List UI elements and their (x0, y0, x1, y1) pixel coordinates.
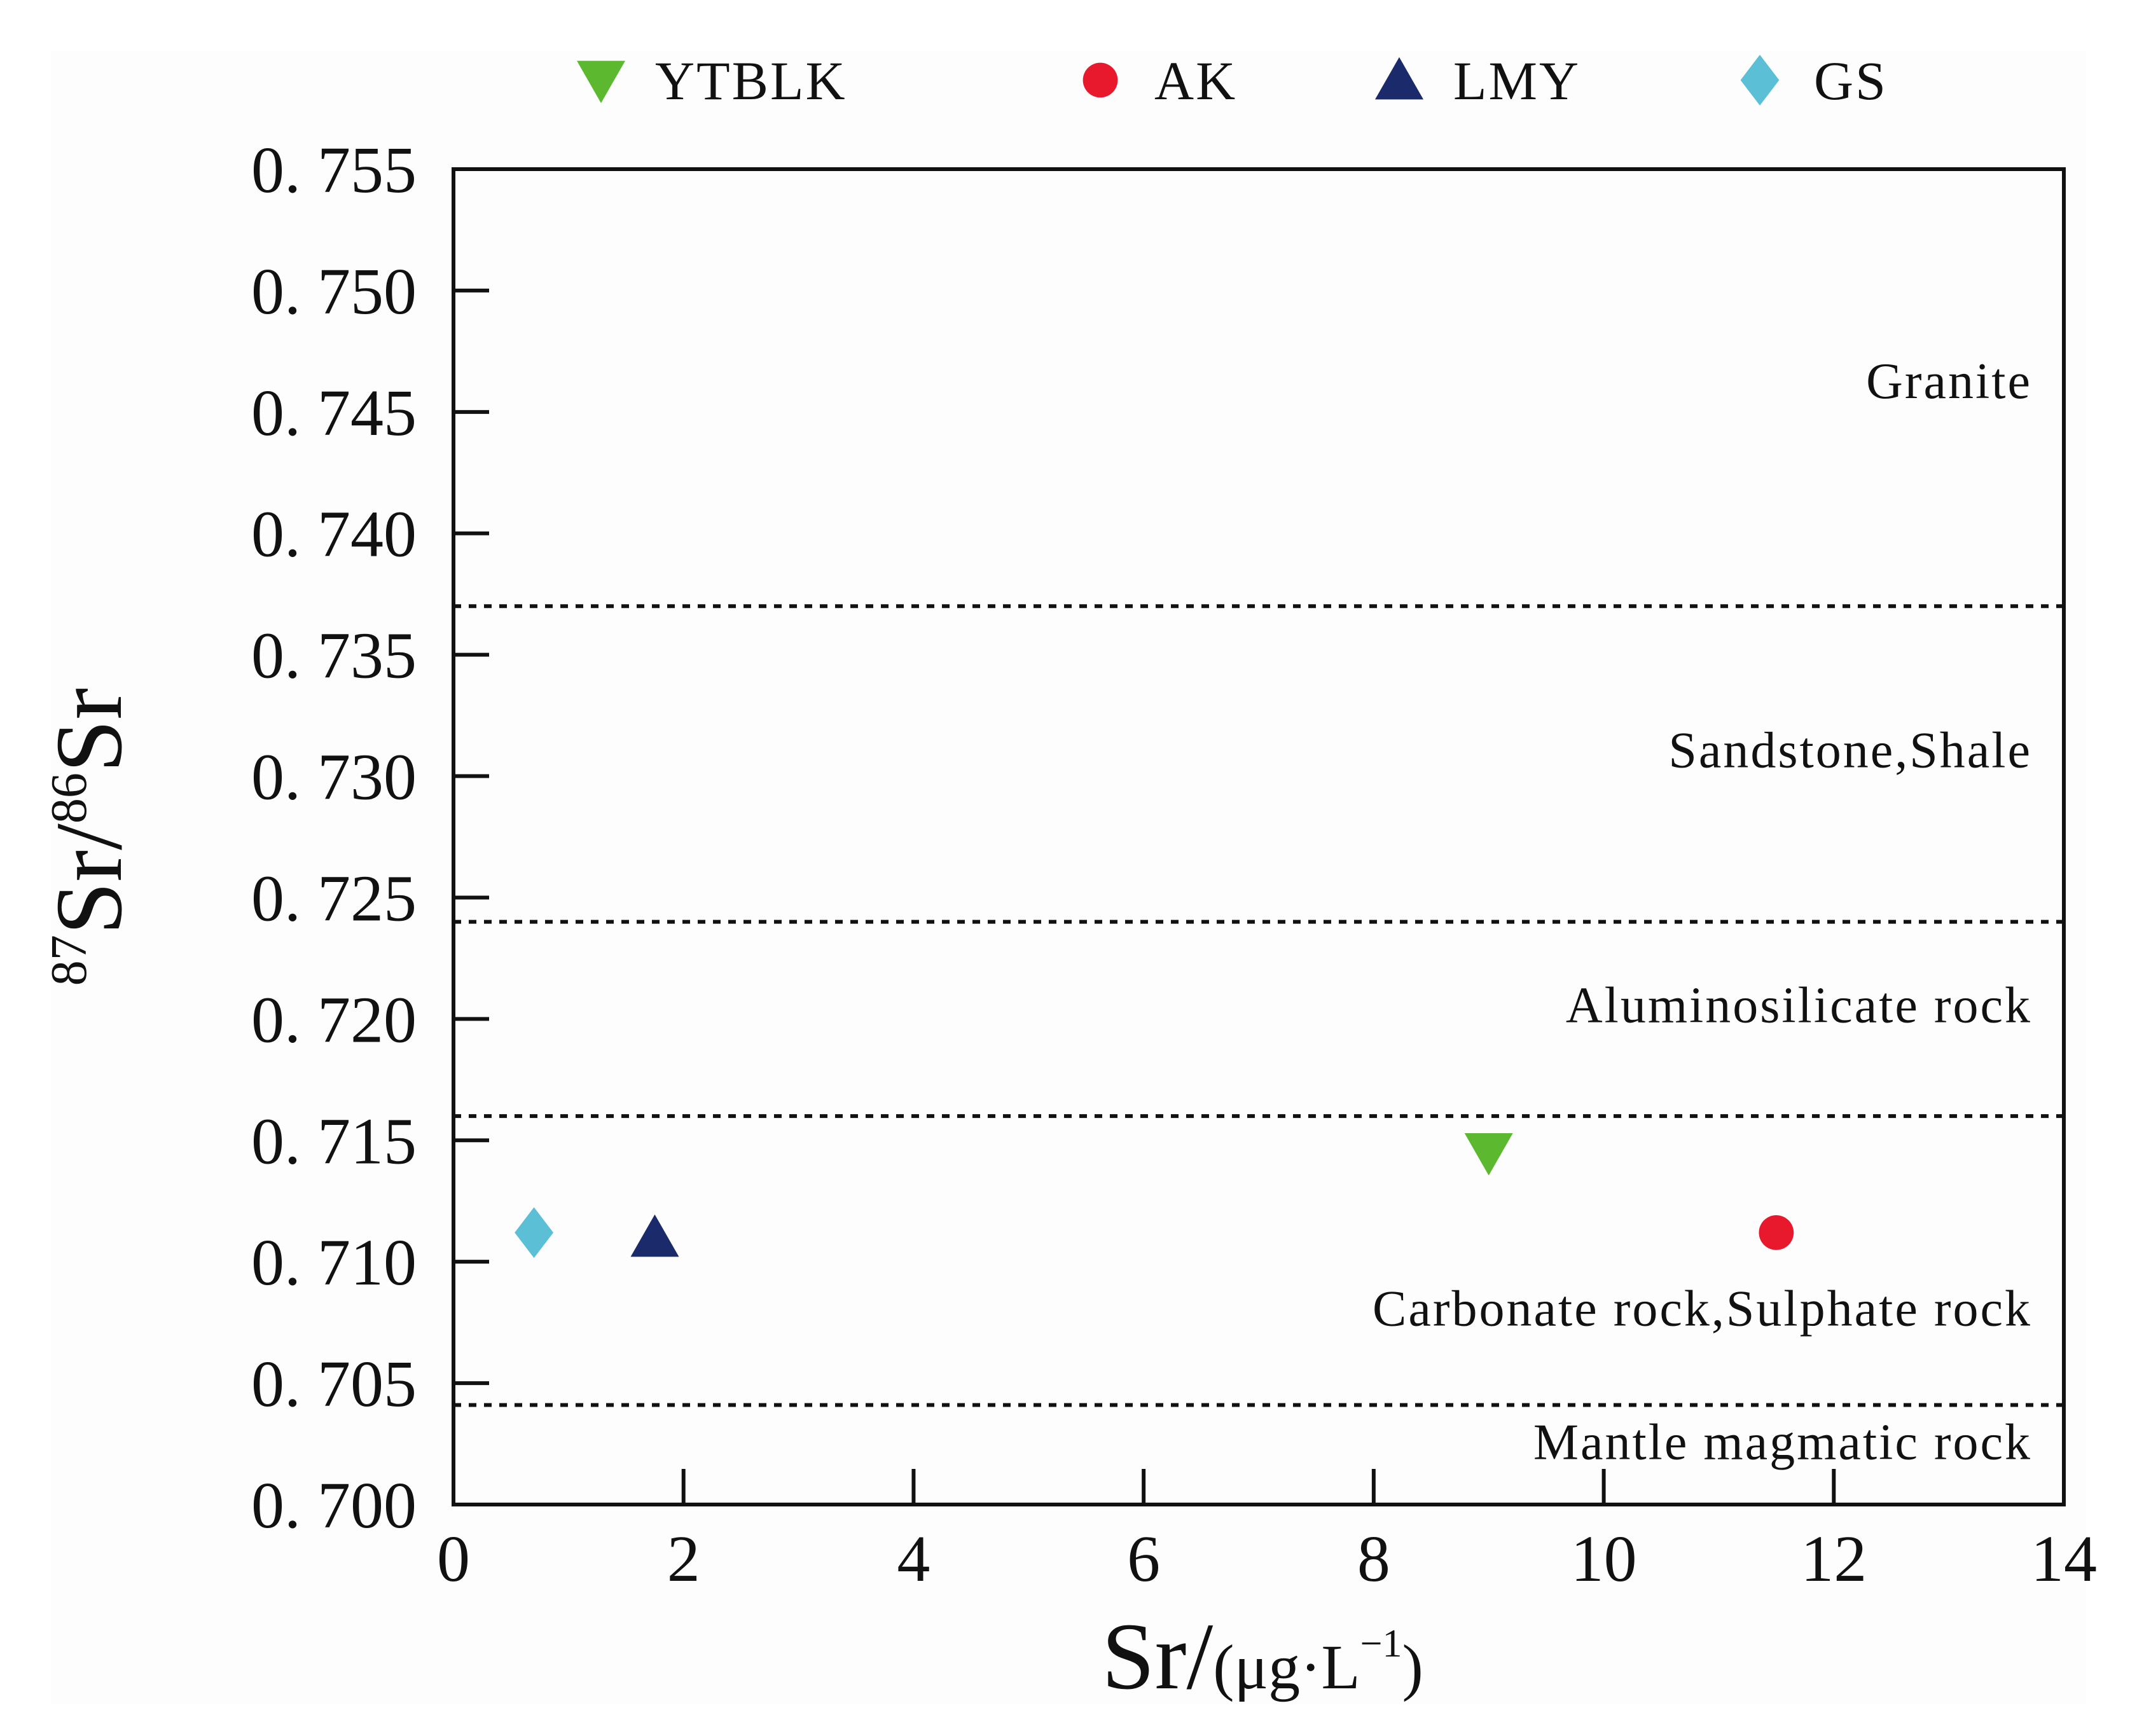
legend-label: LMY (1453, 50, 1580, 111)
y-axis-title-sup-87: 87 (41, 935, 97, 986)
y-tick-label: 0. 720 (251, 983, 417, 1056)
x-axis-title-main: Sr/ (1102, 1604, 1213, 1709)
y-tick-label: 0. 730 (251, 741, 417, 814)
legend-label: YTBLK (655, 50, 847, 111)
x-axis-title-unit-close: ) (1402, 1632, 1423, 1702)
data-points (515, 1133, 1794, 1258)
y-tick-label: 0. 745 (251, 376, 417, 450)
data-point-ak (1759, 1215, 1794, 1250)
x-tick-label: 12 (1801, 1522, 1867, 1595)
legend-marker-ytblk (577, 60, 625, 104)
data-point-gs (515, 1207, 553, 1258)
legend-marker-lmy (1375, 57, 1423, 100)
y-tick-label: 0. 735 (251, 619, 417, 692)
zone-label: Granite (1866, 354, 2032, 410)
y-tick-label: 0. 705 (251, 1347, 417, 1421)
x-tick-label: 2 (667, 1522, 700, 1595)
y-tick-label: 0. 715 (251, 1105, 417, 1178)
y-tick-label: 0. 710 (251, 1226, 417, 1299)
y-axis-title-sr-2: Sr (36, 688, 142, 773)
data-point-ytblk (1464, 1133, 1513, 1176)
plot-frame (452, 167, 2066, 1506)
legend-marker-ak (1082, 62, 1118, 98)
y-tick-label: 0. 725 (251, 862, 417, 935)
x-axis-title-unit: (μg·L (1213, 1632, 1360, 1702)
chart-background (51, 51, 2086, 1704)
x-tick-label: 4 (897, 1522, 930, 1595)
legend: YTBLK AK LMY GS (577, 50, 1888, 111)
zone-label: Sandstone,Shale (1668, 723, 2032, 779)
y-tick-label: 0. 740 (251, 498, 417, 571)
x-tick-label: 0 (437, 1522, 470, 1595)
y-axis-title-sup-86: 86 (41, 773, 97, 823)
y-tick-label: 0. 750 (251, 255, 417, 328)
legend-label: AK (1154, 50, 1237, 111)
x-tick-label: 8 (1357, 1522, 1390, 1595)
y-axis-title: 87Sr/86Sr (36, 688, 142, 986)
x-tick-label: 10 (1571, 1522, 1637, 1595)
x-axis-title-unit-exponent: −1 (1360, 1622, 1402, 1665)
x-tick-label: 14 (2031, 1522, 2097, 1595)
zone-labels: Granite Sandstone,Shale Aluminosilicate ro… (1373, 354, 2032, 1471)
y-axis: 0. 700 0. 705 0. 710 0. 715 0. 720 0. 725 0. 7… (251, 134, 489, 1542)
legend-marker-gs (1740, 55, 1780, 106)
x-tick-label: 6 (1127, 1522, 1160, 1595)
y-axis-title-sr-1: Sr/ (36, 823, 142, 935)
x-axis-title: Sr/(μg·L−1) (1102, 1604, 1423, 1709)
y-tick-label: 0. 700 (251, 1469, 417, 1542)
data-point-lmy (630, 1214, 679, 1257)
zone-label: Carbonate rock,Sulphate rock (1373, 1281, 2032, 1337)
legend-label: GS (1814, 50, 1888, 111)
y-tick-label: 0. 755 (251, 134, 417, 207)
zone-label: Aluminosilicate rock (1566, 977, 2032, 1033)
zone-label: Mantle magmatic rock (1533, 1415, 2032, 1471)
